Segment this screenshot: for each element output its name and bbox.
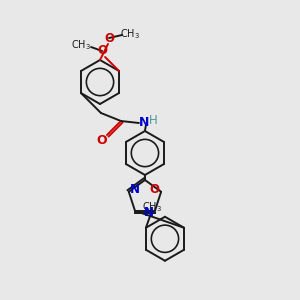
Text: N: N [130, 183, 140, 196]
Text: CH$_3$: CH$_3$ [71, 38, 91, 52]
Text: N: N [139, 116, 149, 128]
Text: O: O [97, 134, 107, 146]
Text: O: O [97, 44, 107, 58]
Text: CH$_3$: CH$_3$ [142, 200, 162, 214]
Text: CH$_3$: CH$_3$ [120, 27, 140, 41]
Text: O: O [104, 32, 114, 44]
Text: O: O [149, 183, 159, 196]
Text: N: N [144, 206, 154, 219]
Text: H: H [148, 113, 157, 127]
